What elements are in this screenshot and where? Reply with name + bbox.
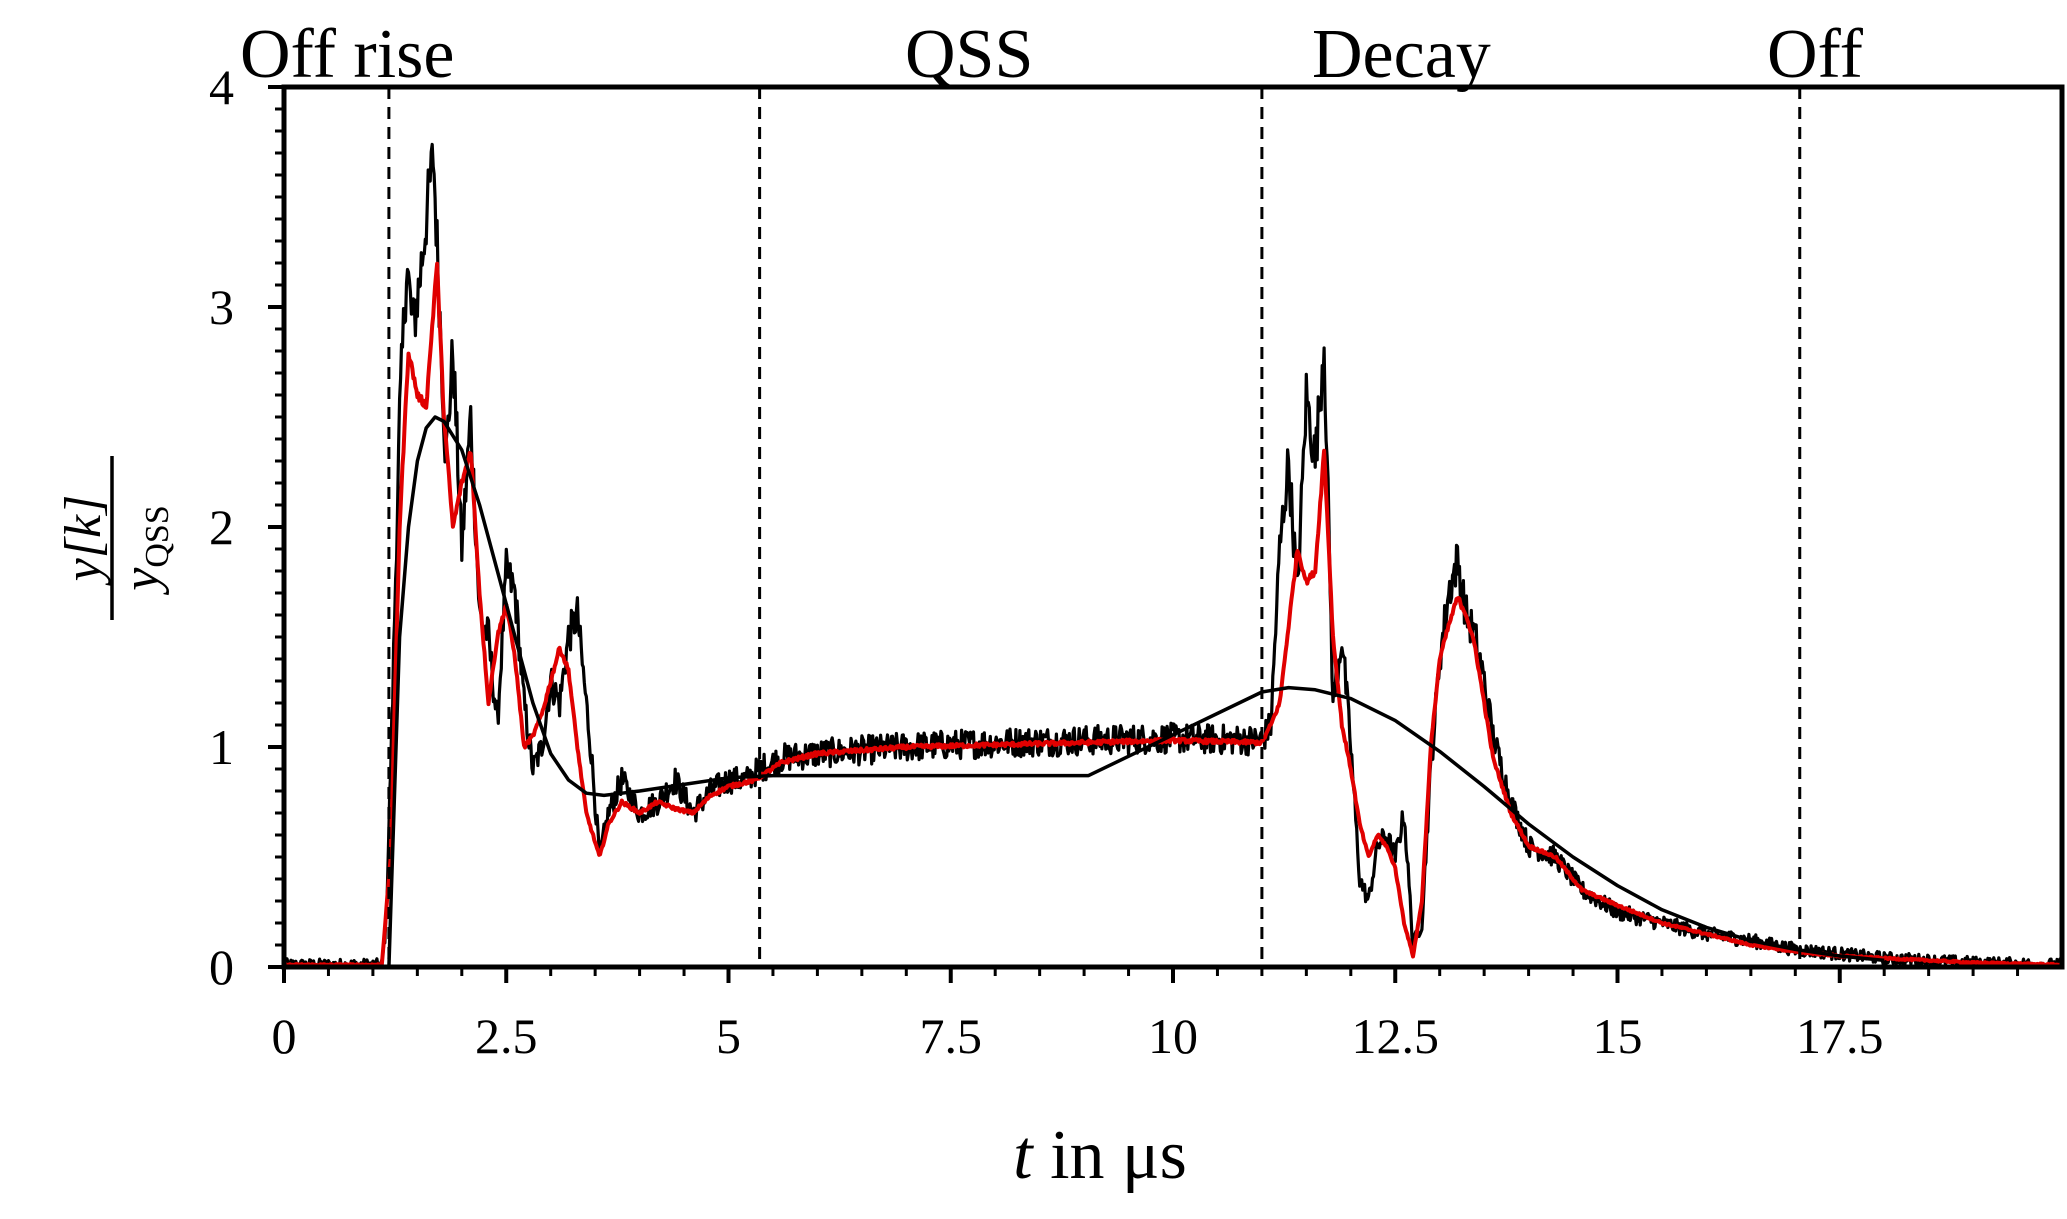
x-tick-label: 15 xyxy=(1593,1008,1643,1064)
y-tick-label: 4 xyxy=(209,59,234,115)
y-axis-denominator: y xyxy=(113,567,170,596)
x-tick-label: 5 xyxy=(716,1008,741,1064)
y-tick-label: 2 xyxy=(209,499,234,555)
x-tick-label: 0 xyxy=(272,1008,297,1064)
plot-content xyxy=(282,142,2064,969)
phase-label-qss: QSS xyxy=(905,16,1033,93)
x-axis-title: t in μs xyxy=(1013,1117,1187,1194)
phase-labels: Off rise QSS Decay Off xyxy=(240,16,1864,93)
svg-text:t in μs: t in μs xyxy=(1013,1117,1187,1194)
svg-text:yQSS: yQSS xyxy=(113,505,176,595)
x-tick-label: 7.5 xyxy=(920,1008,983,1064)
x-tick-label: 2.5 xyxy=(475,1008,538,1064)
series-model xyxy=(387,415,1885,968)
y-axis-numerator: y[k] xyxy=(55,495,112,587)
phase-boundaries xyxy=(387,87,1802,967)
y-tick-label: 3 xyxy=(209,279,234,335)
x-tick-label: 12.5 xyxy=(1352,1008,1440,1064)
y-tick-label: 1 xyxy=(209,719,234,775)
phase-label-off: Off xyxy=(1767,16,1864,93)
x-axis-unit: in μs xyxy=(1050,1117,1187,1194)
y-tick-label: 0 xyxy=(209,939,234,995)
x-tick-label: 10 xyxy=(1148,1008,1198,1064)
x-tick-label: 17.5 xyxy=(1796,1008,1884,1064)
y-axis: 0 1 2 3 4 xyxy=(209,59,284,995)
phase-label-decay: Decay xyxy=(1312,16,1491,93)
y-axis-denominator-subscript: QSS xyxy=(139,505,176,567)
x-axis-variable: t xyxy=(1013,1117,1034,1194)
phase-label-off-rise: Off rise xyxy=(240,16,454,93)
x-axis: 0 2.5 5 7.5 10 12.5 15 17.5 xyxy=(272,967,2020,1064)
series-filtered xyxy=(282,261,2064,968)
y-axis-title: y[k] yQSS xyxy=(55,456,176,620)
